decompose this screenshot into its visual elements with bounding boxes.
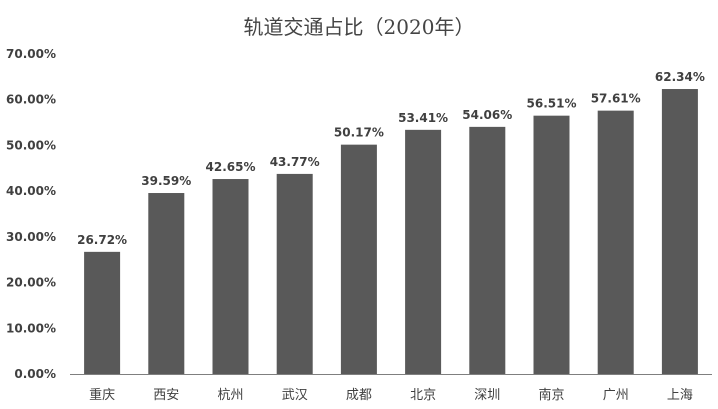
bar-9 xyxy=(597,110,634,374)
data-label: 42.65% xyxy=(206,160,256,174)
y-tick-label: 60.00% xyxy=(6,93,56,107)
y-tick-label: 10.00% xyxy=(6,321,56,335)
data-label: 54.06% xyxy=(462,108,512,122)
data-label: 62.34% xyxy=(655,70,705,84)
x-tick-label: 西安 xyxy=(153,388,179,403)
data-label: 39.59% xyxy=(141,174,191,188)
bar-5 xyxy=(340,144,377,374)
data-label: 57.61% xyxy=(591,92,641,106)
x-tick-label: 武汉 xyxy=(282,388,308,403)
x-tick-label: 北京 xyxy=(410,388,436,403)
y-axis: 0.00% 10.00% 20.00% 30.00% 40.00% 50.00% 60.00… xyxy=(6,47,56,381)
data-label: 53.41% xyxy=(398,111,448,125)
bar-2 xyxy=(148,193,185,374)
x-axis: 重庆 西安 杭州 武汉 成都 北京 深圳 南京 广州 上海 xyxy=(70,374,712,403)
y-tick-label: 40.00% xyxy=(6,184,56,198)
y-tick-label: 50.00% xyxy=(6,138,56,152)
data-label: 43.77% xyxy=(270,155,320,169)
bar-6 xyxy=(405,129,442,374)
bar-4 xyxy=(276,173,313,374)
x-tick-label: 重庆 xyxy=(89,387,115,403)
bar-1 xyxy=(84,251,121,374)
y-tick-label: 20.00% xyxy=(6,276,56,290)
y-tick-label: 30.00% xyxy=(6,230,56,244)
bar-7 xyxy=(469,126,506,375)
x-tick-label: 广州 xyxy=(603,388,629,403)
y-tick-label: 0.00% xyxy=(14,367,56,381)
x-tick-label: 杭州 xyxy=(217,388,243,403)
chart-title: 轨道交通占比（2020年） xyxy=(244,15,475,39)
x-tick-label: 上海 xyxy=(667,388,693,403)
data-label: 56.51% xyxy=(527,97,577,111)
y-tick-label: 70.00% xyxy=(6,47,56,61)
bar-8 xyxy=(533,115,570,374)
data-labels: 26.72% 39.59% 42.65% 43.77% 50.17% 53.41% 54.0… xyxy=(77,70,705,247)
x-tick-label: 深圳 xyxy=(474,388,500,403)
data-label: 50.17% xyxy=(334,126,384,140)
bars xyxy=(84,89,698,375)
data-label: 26.72% xyxy=(77,233,127,247)
bar-10 xyxy=(661,89,698,374)
x-tick-label: 南京 xyxy=(538,387,564,403)
x-tick-label: 成都 xyxy=(346,388,372,403)
bar-3 xyxy=(212,179,249,374)
